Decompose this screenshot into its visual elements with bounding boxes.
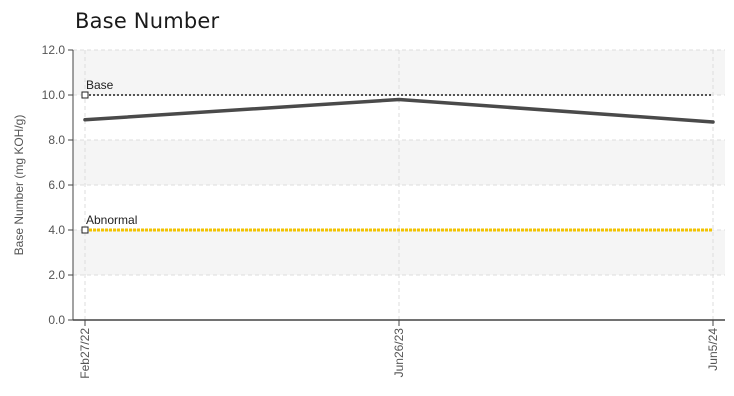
reference-marker <box>81 226 89 234</box>
y-axis-title: Base Number (mg KOH/g) <box>12 115 26 256</box>
axes <box>68 49 725 326</box>
axis-labels: 0.0 2.0 4.0 6.0 8.0 10.0 12.0 Feb27/22 Jun26/23 J… <box>42 43 720 379</box>
y-tick-label: 12.0 <box>42 43 66 57</box>
data-series <box>83 97 715 124</box>
x-tick-label: Feb27/22 <box>78 328 92 379</box>
reference-label-base: Base <box>86 78 114 92</box>
x-tick-label: Jun5/24 <box>706 328 720 371</box>
x-tick-label: Jun26/23 <box>392 328 406 378</box>
data-point <box>83 118 87 122</box>
y-tick-label: 6.0 <box>48 178 65 192</box>
reference-marker <box>81 91 89 99</box>
reference-label-abnormal: Abnormal <box>86 213 137 227</box>
reference-lines: Base Abnormal <box>81 78 713 234</box>
y-tick-label: 10.0 <box>42 88 66 102</box>
data-point <box>397 98 401 101</box>
y-tick-label: 0.0 <box>48 313 65 327</box>
y-tick-label: 4.0 <box>48 223 65 237</box>
chart-title: Base Number <box>75 9 220 33</box>
data-point <box>711 120 715 124</box>
y-tick-label: 8.0 <box>48 133 65 147</box>
y-tick-label: 2.0 <box>48 268 65 282</box>
